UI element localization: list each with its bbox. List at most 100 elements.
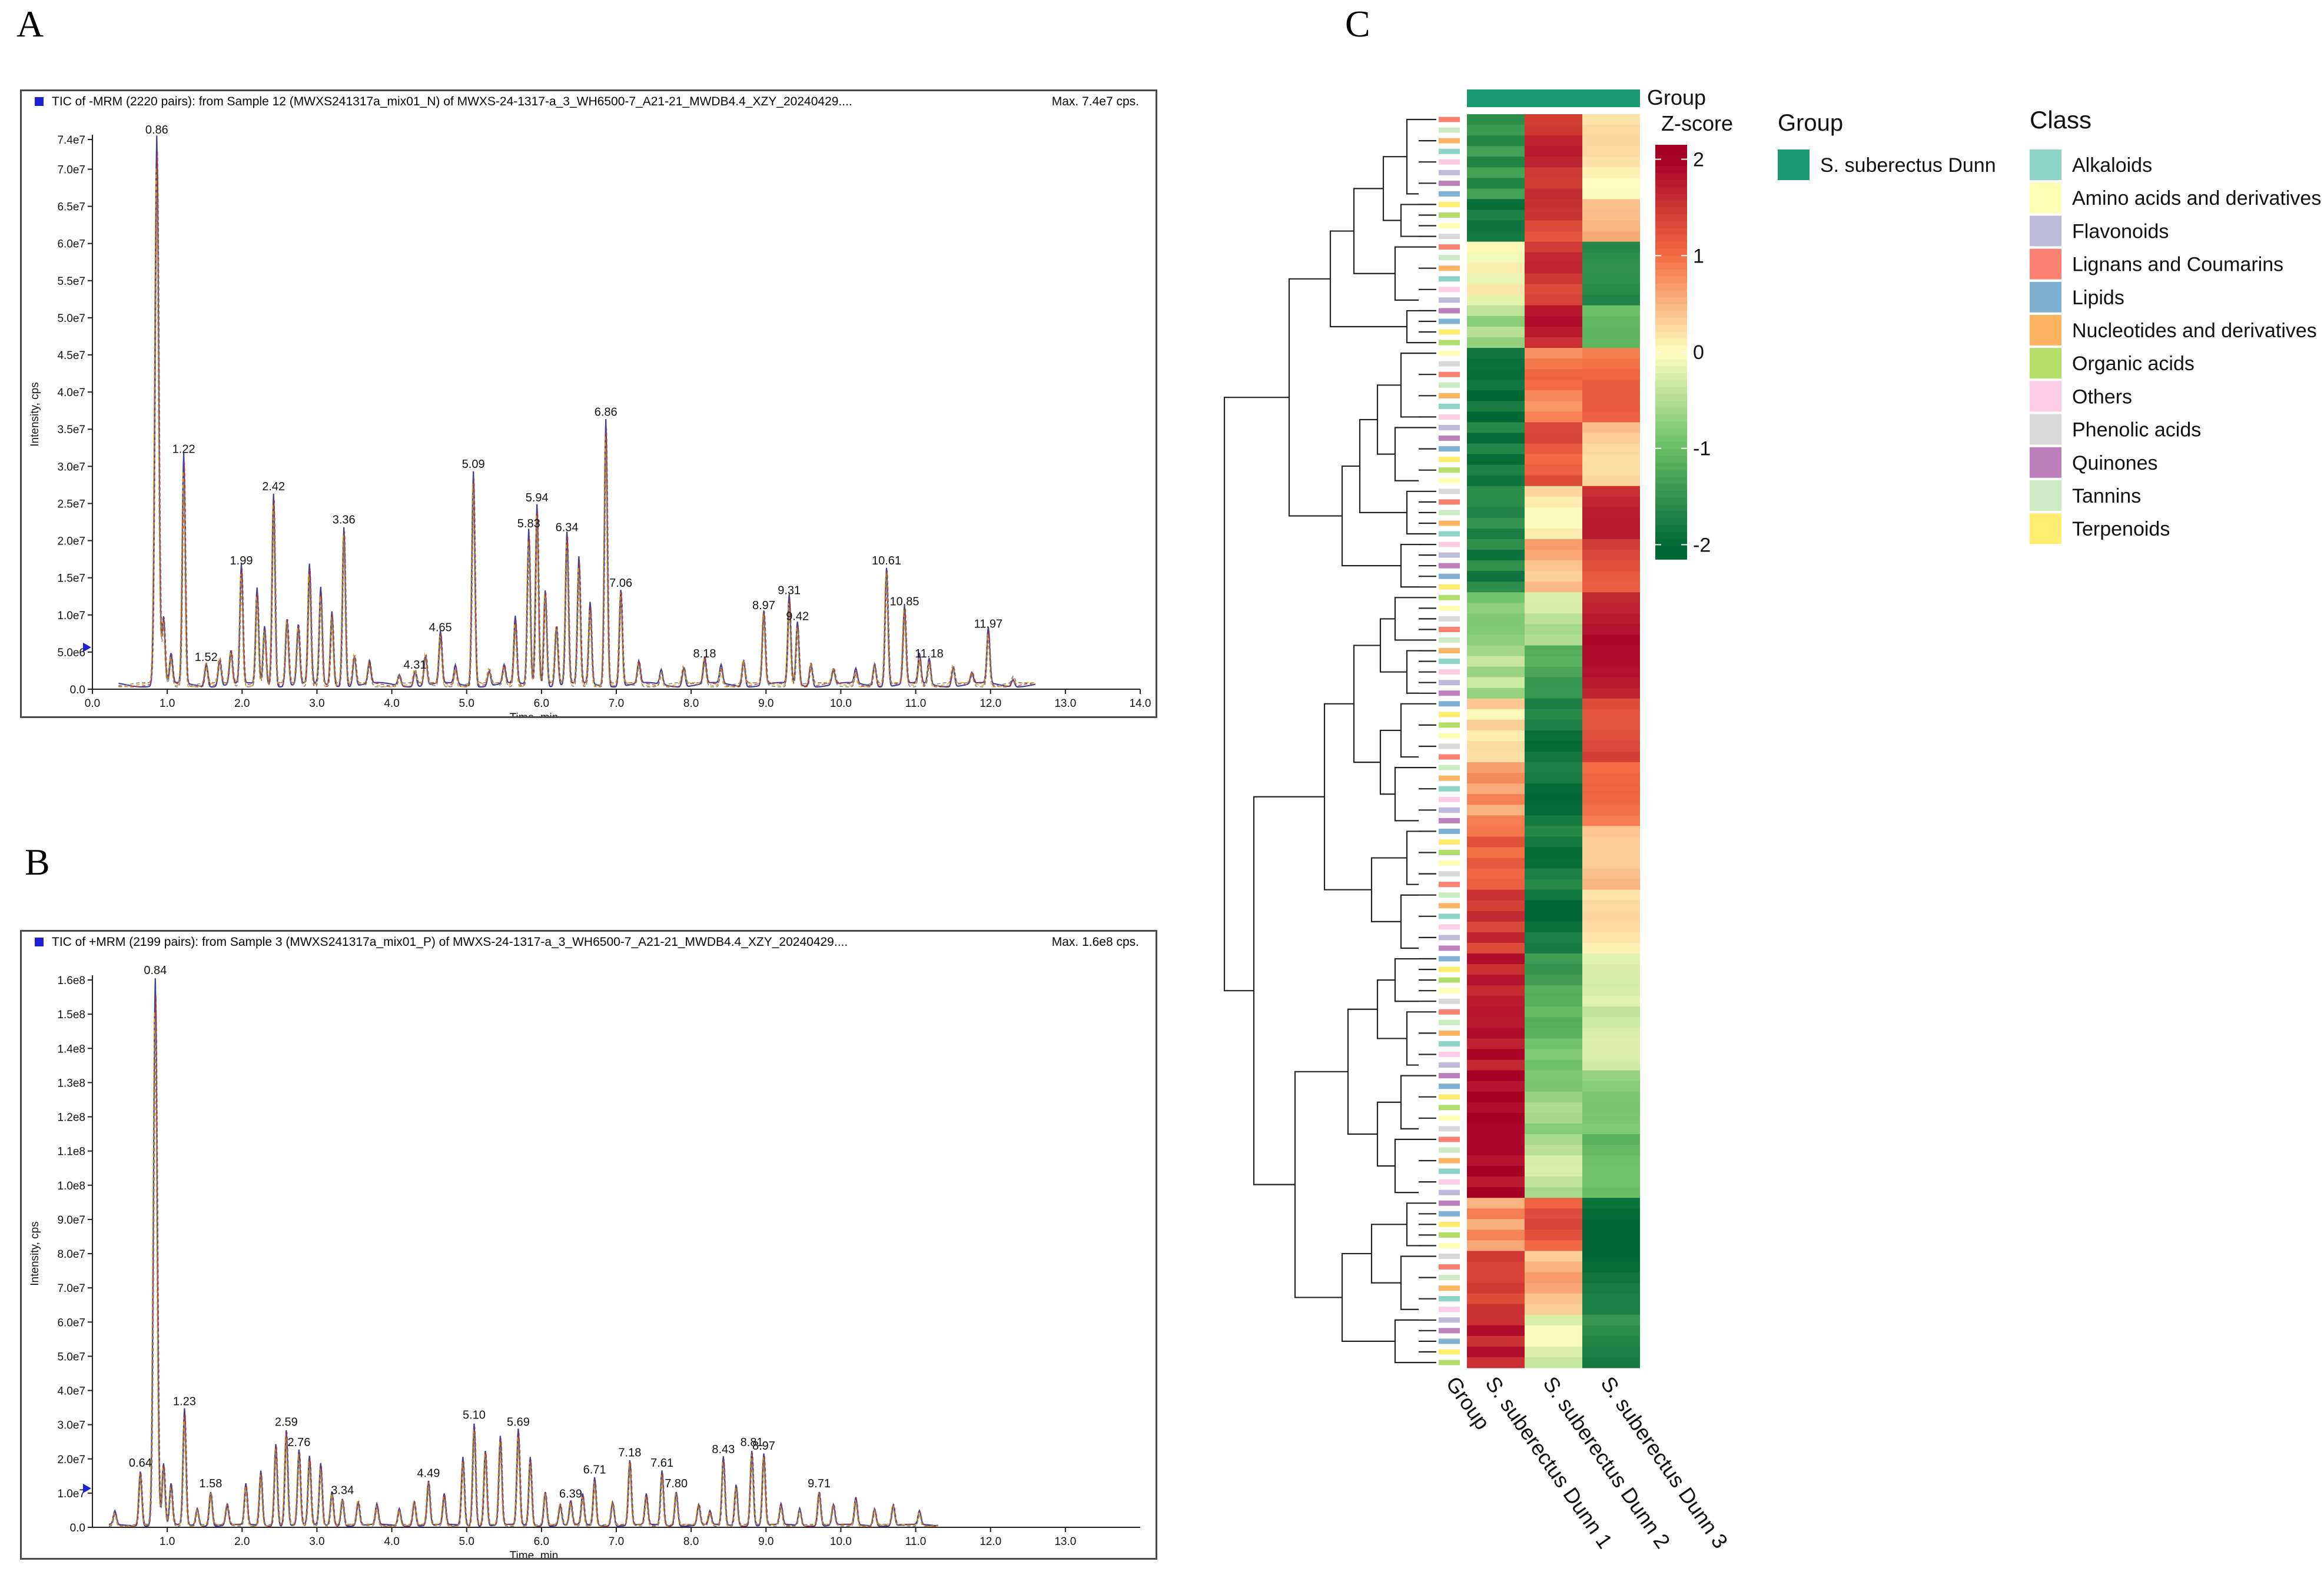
- class-annotation-cell: [1439, 1200, 1460, 1206]
- colorbar-segment: [1655, 510, 1687, 519]
- class-annotation-cell: [1439, 626, 1460, 632]
- heatmap-cell: [1525, 1112, 1582, 1124]
- heatmap-cell: [1582, 1166, 1640, 1177]
- y-tick-label: 3.0e7: [57, 1420, 85, 1432]
- class-annotation-cell: [1439, 350, 1460, 356]
- heatmap-cell: [1525, 1177, 1582, 1188]
- x-axis-label: Time, min: [510, 1550, 559, 1558]
- class-annotation-cell: [1439, 956, 1460, 962]
- class-annotation-cell: [1439, 212, 1460, 218]
- class-annotation-cell: [1439, 499, 1460, 505]
- heatmap-cell: [1582, 1198, 1640, 1209]
- heatmap-cell: [1467, 1177, 1525, 1188]
- class-annotation-cell: [1439, 860, 1460, 866]
- x-tick-label: 8.0: [683, 1536, 699, 1548]
- heatmap-cell: [1467, 348, 1525, 359]
- y-tick-label: 3.5e7: [57, 424, 85, 436]
- class-annotation-cell: [1439, 1030, 1460, 1036]
- trace-line-4: [109, 1038, 938, 1527]
- dendrogram-branch: [1406, 830, 1419, 885]
- heatmap-cell: [1467, 868, 1525, 880]
- heatmap-cell: [1582, 1208, 1640, 1220]
- heatmap-cell: [1525, 762, 1582, 773]
- class-annotation-cell: [1439, 882, 1460, 888]
- colorbar-segment: [1655, 400, 1687, 408]
- heatmap-cell: [1525, 1187, 1582, 1198]
- x-tick-label: 5.0: [459, 697, 474, 710]
- colorbar-segment: [1655, 524, 1687, 532]
- heatmap-cell: [1525, 1219, 1582, 1230]
- heatmap-cell: [1582, 571, 1640, 582]
- heatmap-cell: [1582, 1219, 1640, 1230]
- colorbar-segment: [1655, 358, 1687, 367]
- heatmap-cell: [1467, 571, 1525, 582]
- peak-label: 5.83: [517, 517, 540, 530]
- heatmap-cell: [1582, 645, 1640, 657]
- y-tick-label: 2.5e7: [57, 498, 85, 510]
- heatmap-cell: [1467, 433, 1525, 444]
- colorbar-segment: [1655, 145, 1687, 152]
- heatmap-cell: [1467, 921, 1525, 933]
- heatmap-cell: [1467, 698, 1525, 710]
- peak-label: 5.09: [462, 458, 485, 471]
- heatmap-cell: [1582, 241, 1640, 253]
- colorbar-tick-label: -2: [1693, 534, 1711, 556]
- x-tick-label: 9.0: [758, 1536, 773, 1548]
- heatmap-cell: [1467, 645, 1525, 657]
- colorbar-segment: [1655, 476, 1687, 484]
- peak-label: 7.06: [609, 577, 632, 590]
- heatmap-cell: [1582, 358, 1640, 370]
- colorbar-segment: [1655, 275, 1687, 284]
- heatmap-cell: [1582, 199, 1640, 211]
- peak-label: 1.52: [195, 651, 218, 664]
- dendrogram-branch: [1353, 644, 1380, 763]
- heatmap-cell: [1467, 1038, 1525, 1050]
- heatmap-cell: [1525, 1272, 1582, 1284]
- dendrogram-branch: [1394, 767, 1419, 822]
- dendrogram-branch: [1253, 796, 1324, 1185]
- peak-label: 6.71: [583, 1464, 606, 1477]
- class-annotation-cell: [1439, 818, 1460, 823]
- heatmap-cell: [1525, 241, 1582, 253]
- heatmap-cell: [1582, 231, 1640, 242]
- heatmap-cell: [1525, 975, 1582, 986]
- heatmap-cell: [1467, 380, 1525, 391]
- heatmap-cell: [1467, 932, 1525, 943]
- class-annotation-cell: [1439, 563, 1460, 569]
- class-annotation-cell: [1439, 1041, 1460, 1046]
- colorbar-segment: [1655, 186, 1687, 194]
- colorbar-segment: [1655, 504, 1687, 511]
- heatmap-cell: [1467, 1134, 1525, 1145]
- dendrogram-branch: [1394, 958, 1419, 1002]
- x-tick-label: 4.0: [384, 697, 399, 710]
- peak-label: 7.61: [650, 1457, 673, 1470]
- heatmap-cell: [1582, 1177, 1640, 1188]
- heatmap-cell: [1582, 889, 1640, 901]
- heatmap-cell: [1525, 582, 1582, 593]
- y-tick-label: 4.0e7: [57, 387, 85, 399]
- heatmap-cell: [1582, 996, 1640, 1007]
- class-legend-label: Amino acids and derivatives: [2072, 187, 2321, 210]
- colorbar-segment: [1655, 297, 1687, 304]
- heatmap-cell: [1582, 507, 1640, 519]
- heatmap-cell: [1525, 858, 1582, 869]
- heatmap-cell: [1467, 135, 1525, 147]
- heatmap-cell: [1582, 783, 1640, 795]
- heatmap-cell: [1525, 157, 1582, 168]
- colorbar-segment: [1655, 386, 1687, 394]
- x-tick-label: 14.0: [1130, 697, 1151, 710]
- heatmap-cell: [1467, 167, 1525, 178]
- group-legend-swatch: [1778, 149, 1810, 180]
- heatmap-cell: [1467, 1325, 1525, 1337]
- y-tick-label: 9.0e7: [57, 1214, 85, 1227]
- class-annotation-cell: [1439, 170, 1460, 175]
- dendrogram-branch: [1406, 650, 1419, 694]
- heatmap-cell: [1525, 401, 1582, 413]
- heatmap-cell: [1467, 560, 1525, 571]
- peak-label: 1.58: [199, 1477, 222, 1490]
- heatmap-cell: [1525, 1049, 1582, 1061]
- class-annotation-cell: [1439, 489, 1460, 494]
- class-legend-label: Organic acids: [2072, 353, 2194, 375]
- heatmap-cell: [1525, 624, 1582, 636]
- heatmap-cell: [1582, 815, 1640, 827]
